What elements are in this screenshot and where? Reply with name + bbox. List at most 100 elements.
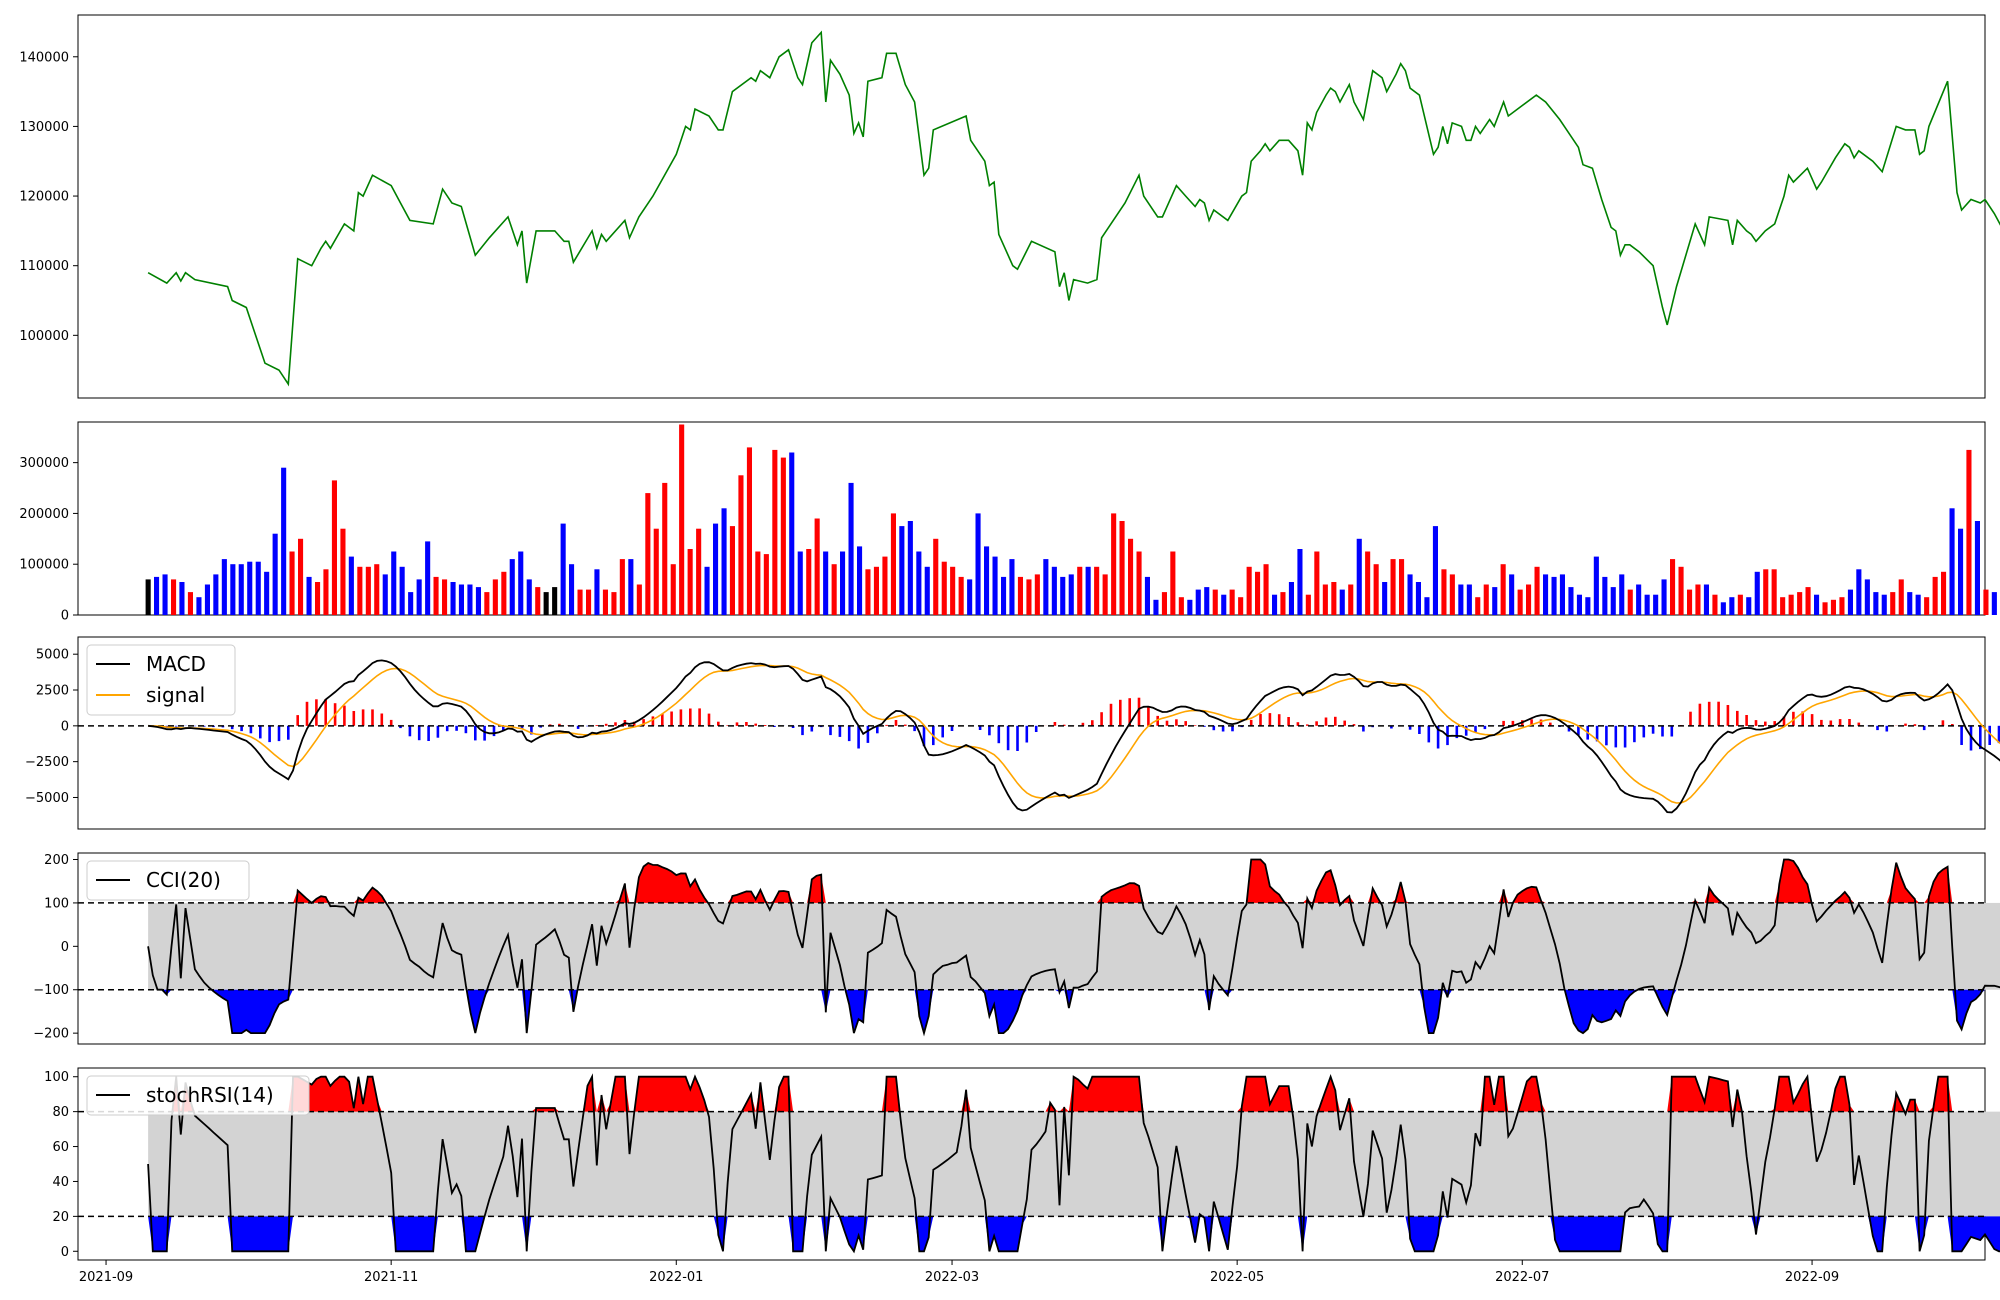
volume-bar xyxy=(238,564,244,615)
volume-bar xyxy=(365,566,371,616)
macd-histogram-bar xyxy=(1483,725,1487,730)
volume-bar xyxy=(1983,589,1989,615)
macd-histogram-bar xyxy=(1268,713,1272,726)
volume-bar xyxy=(1195,589,1201,615)
volume-bar xyxy=(1001,576,1007,615)
volume-bar xyxy=(247,561,253,615)
macd-histogram-bar xyxy=(614,722,617,726)
legend-label: stochRSI(14) xyxy=(146,1083,274,1107)
volume-bar xyxy=(1754,571,1760,615)
y-tick-label: 80 xyxy=(52,1105,69,1120)
volume-bar xyxy=(433,576,439,615)
volume-bar xyxy=(569,564,575,615)
macd-histogram-bar xyxy=(1455,725,1459,739)
macd-histogram-bar xyxy=(1184,721,1187,726)
y-tick-label: 60 xyxy=(52,1140,69,1155)
volume-bar xyxy=(814,518,820,615)
legend-box xyxy=(86,644,236,716)
volume-bar xyxy=(924,566,930,616)
macd-histogram-bar xyxy=(1801,711,1804,726)
volume-bar xyxy=(992,556,998,615)
y-tick-label: 0 xyxy=(61,609,69,624)
volume-bar xyxy=(1991,592,1997,615)
volume-bar xyxy=(1847,589,1853,615)
stochrsi-panel: 0 20 40 60 80 100 stochRSI(14) xyxy=(44,1067,2000,1261)
volume-bar xyxy=(1551,576,1557,615)
volume-bar xyxy=(1856,569,1862,615)
macd-histogram-bar xyxy=(726,725,729,726)
volume-bar xyxy=(941,561,947,615)
volume-bar xyxy=(1077,566,1083,616)
volume-bar xyxy=(1153,599,1159,615)
macd-histogram-bar xyxy=(1979,725,1982,750)
volume-bar xyxy=(602,589,608,615)
volume-bar xyxy=(933,538,939,615)
volume-bar xyxy=(171,579,177,615)
macd-histogram-bar xyxy=(1595,725,1599,742)
volume-bar xyxy=(272,533,278,615)
volume-bar xyxy=(1373,564,1379,615)
volume-bar xyxy=(1136,551,1142,615)
volume-bar xyxy=(467,584,473,615)
macd-histogram-bar xyxy=(838,725,842,737)
volume-bar xyxy=(679,424,685,615)
volume-bar xyxy=(315,582,321,615)
macd-histogram-bar xyxy=(1773,721,1776,726)
macd-histogram-bar xyxy=(1670,725,1674,737)
volume-bar xyxy=(1187,599,1193,615)
macd-histogram-bar xyxy=(1913,724,1917,726)
volume-bar xyxy=(1720,602,1726,615)
macd-histogram-bar xyxy=(1904,723,1907,726)
macd-histogram-bar xyxy=(1025,725,1029,743)
macd-histogram-bar xyxy=(1623,725,1627,748)
volume-bar xyxy=(475,587,481,615)
macd-histogram-bar xyxy=(1352,724,1356,726)
macd-histogram-bar xyxy=(651,716,655,726)
volume-bar xyxy=(1610,587,1616,615)
macd-histogram-bar xyxy=(352,711,356,726)
volume-bar xyxy=(442,579,448,615)
macd-histogram-bar xyxy=(389,719,393,726)
macd-histogram-bar xyxy=(885,724,888,726)
volume-bar xyxy=(255,561,261,615)
volume-bar xyxy=(1653,594,1659,615)
volume-bar xyxy=(348,556,354,615)
macd-histogram-bar xyxy=(586,725,589,727)
macd-histogram-bar xyxy=(1034,725,1038,732)
macd-histogram-bar xyxy=(1147,706,1150,726)
macd-histogram-bar xyxy=(1764,721,1767,726)
y-tick-label: 100000 xyxy=(19,329,69,344)
macd-histogram-bar xyxy=(1119,699,1122,726)
volume-bar xyxy=(196,597,202,615)
neutral-band xyxy=(148,902,2000,990)
y-tick-label: 110000 xyxy=(19,259,69,274)
volume-bar xyxy=(1915,594,1921,615)
macd-histogram-bar xyxy=(427,725,430,741)
volume-bar xyxy=(204,584,210,615)
volume-bar xyxy=(687,549,693,615)
volume-bar xyxy=(1441,569,1447,615)
macd-histogram-bar xyxy=(305,701,309,726)
macd-histogram-bar xyxy=(904,724,907,726)
volume-bar xyxy=(1288,582,1294,615)
volume-bar xyxy=(594,569,600,615)
macd-histogram-bar xyxy=(408,725,412,737)
macd-histogram-bar xyxy=(520,725,524,729)
volume-bar xyxy=(1466,584,1472,615)
volume-bar xyxy=(154,576,160,615)
macd-histogram-bar xyxy=(558,723,561,726)
macd-histogram-bar xyxy=(1605,725,1608,746)
macd-histogram-bar xyxy=(1418,725,1421,734)
macd-histogram-bar xyxy=(576,725,580,729)
macd-histogram-bar xyxy=(1810,714,1814,726)
volume-bar xyxy=(1797,592,1803,615)
legend-box xyxy=(86,1075,310,1116)
volume-bar xyxy=(1619,574,1625,615)
volume-bar xyxy=(611,592,617,615)
volume-bar xyxy=(1255,571,1261,615)
y-tick-label: 100 xyxy=(44,896,69,911)
macd-histogram-bar xyxy=(1726,705,1730,726)
volume-bar xyxy=(1924,597,1930,615)
macd-histogram-bar xyxy=(698,708,701,726)
volume-bar xyxy=(1585,597,1591,615)
